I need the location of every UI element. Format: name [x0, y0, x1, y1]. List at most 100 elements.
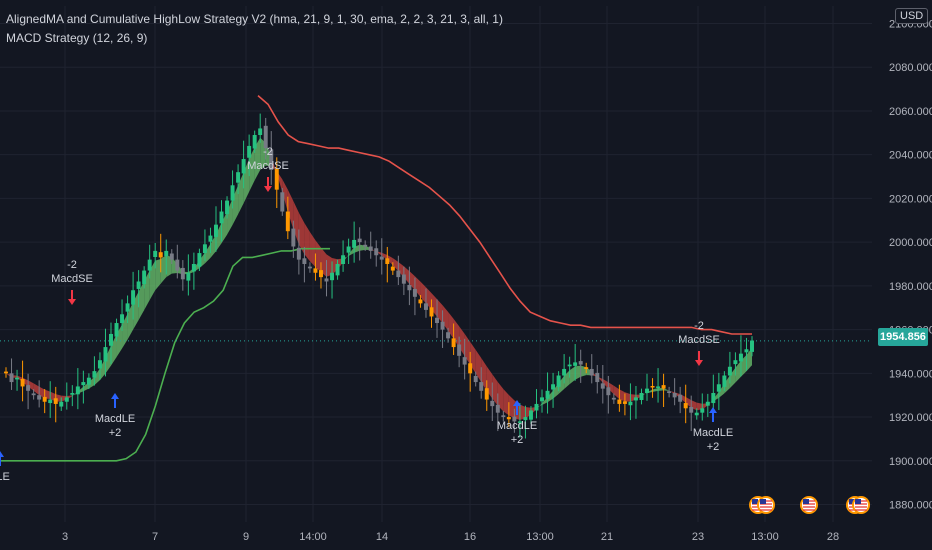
- y-tick-label: 2020.000: [889, 193, 932, 205]
- candle-body: [186, 272, 191, 281]
- signal-markers: -2 MacdSE -2 MacdSE -2 MacdSE MacdLE +2 MacdLE +2…: [0, 146, 733, 483]
- ma-band-segment: [542, 397, 548, 406]
- candle-body: [180, 267, 185, 280]
- candle-body: [230, 185, 235, 201]
- candle-body: [125, 303, 130, 312]
- ma-band-segment: [403, 266, 410, 284]
- candle-body: [70, 393, 75, 395]
- candle-body: [639, 393, 644, 400]
- candle-body: [75, 386, 80, 395]
- candle-body: [114, 323, 119, 337]
- y-tick-label: 1900.000: [889, 456, 932, 468]
- candle-body: [446, 332, 451, 339]
- x-tick-label: 28: [827, 531, 839, 543]
- candle-body: [169, 253, 174, 260]
- currency-button[interactable]: USD: [895, 8, 929, 24]
- candle-body: [429, 307, 434, 317]
- signal-name-label: MacdLE: [95, 413, 135, 425]
- ma-band-segment: [746, 347, 752, 372]
- ma-band-segment: [525, 407, 531, 419]
- ma-band-segment: [210, 234, 216, 258]
- ma-band-segment: [558, 376, 565, 394]
- candle-body: [451, 338, 456, 348]
- us-flag-icon[interactable]: [852, 496, 870, 514]
- candle-body: [517, 421, 522, 423]
- ma-band-segment: [652, 387, 659, 392]
- candle-body: [202, 244, 207, 254]
- candle-body: [551, 384, 556, 390]
- candle-body: [296, 247, 301, 260]
- y-tick-label: 1940.000: [889, 368, 932, 380]
- ma-band-segment: [287, 189, 294, 230]
- highlow-lines: [0, 94, 872, 462]
- ma-band-segment: [304, 222, 310, 262]
- candle-body: [291, 228, 296, 247]
- candle-body: [611, 397, 616, 400]
- candle-body: [744, 349, 749, 353]
- ma-band-segment: [204, 244, 211, 264]
- candle-body: [578, 361, 583, 365]
- ma-band-segment: [497, 381, 504, 412]
- candle-body: [208, 235, 213, 242]
- x-tick-label: 13:00: [526, 531, 554, 543]
- ma-band-segment: [624, 392, 631, 402]
- last-price-label: 1954.856: [878, 328, 928, 346]
- candle-body: [595, 372, 600, 383]
- x-tick-label: 3: [62, 531, 68, 543]
- x-tick-label: 7: [152, 531, 158, 543]
- candle-body: [423, 303, 428, 310]
- candle-body: [418, 299, 423, 304]
- candle-body: [302, 258, 307, 264]
- ma-band-segment: [309, 232, 316, 268]
- us-flag-icon[interactable]: [800, 496, 818, 514]
- candle-body: [225, 200, 230, 215]
- candle-body: [64, 397, 69, 402]
- candle-body: [440, 321, 445, 330]
- candle-body: [31, 393, 36, 396]
- candle-body: [733, 360, 738, 365]
- ma-band-segment: [94, 368, 100, 386]
- ma-band-segment: [398, 261, 404, 278]
- candle-body: [147, 259, 152, 271]
- candle-body: [158, 252, 163, 258]
- candle-body: [661, 385, 666, 389]
- ma-band-segment: [221, 211, 228, 244]
- signal-qty-label: -2: [694, 320, 704, 332]
- candle-body: [716, 384, 721, 392]
- ma-band-segment: [293, 200, 299, 245]
- candle-body: [219, 211, 224, 224]
- candle-body: [567, 364, 572, 367]
- candle-body: [341, 255, 346, 264]
- us-flag-icon[interactable]: [757, 496, 775, 514]
- ma-band-segment: [61, 395, 67, 402]
- candle-body: [15, 377, 20, 380]
- candle-body: [136, 281, 141, 289]
- sell-arrow-icon: [695, 360, 703, 366]
- event-markers[interactable]: [749, 496, 870, 514]
- ma-band-segment: [238, 172, 244, 215]
- ma-band-segment: [282, 179, 288, 212]
- candle-body: [645, 388, 649, 393]
- candle-body: [457, 344, 462, 356]
- ma-band-segment: [613, 385, 620, 400]
- ma-band-segment: [420, 281, 426, 304]
- candle-body: [313, 268, 318, 273]
- ma-band-segment: [409, 271, 415, 291]
- strategy-legend[interactable]: AlignedMA and Cumulative HighLow Strateg…: [6, 12, 503, 26]
- candle-body: [738, 353, 743, 362]
- macd-legend[interactable]: MACD Strategy (12, 26, 9): [6, 31, 148, 45]
- ma-band-segment: [155, 259, 161, 291]
- x-tick-label: 23: [692, 531, 704, 543]
- signal-name-label: MacdSE: [678, 334, 720, 346]
- candle-body: [506, 417, 511, 420]
- candle-body: [335, 264, 340, 276]
- candle-body: [280, 192, 285, 212]
- candle-body: [390, 266, 395, 271]
- candle-body: [109, 333, 113, 346]
- candle-body: [573, 362, 578, 366]
- candle-body: [103, 347, 108, 362]
- candle-body: [435, 317, 440, 324]
- candle-body: [252, 135, 257, 149]
